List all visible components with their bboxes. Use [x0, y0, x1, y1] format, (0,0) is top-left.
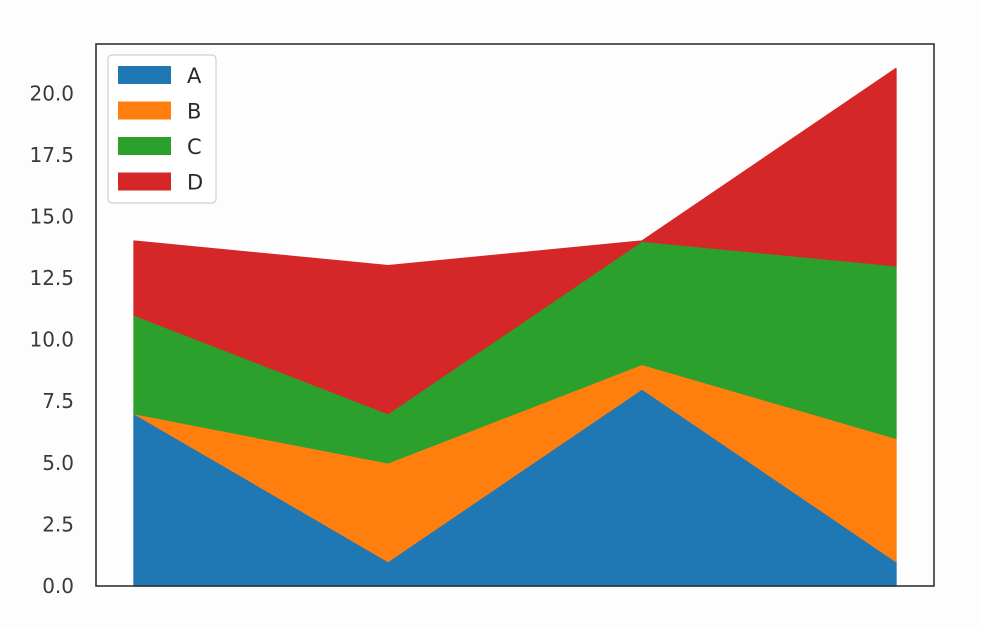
y-tick-label: 15.0 — [29, 204, 74, 228]
area-series-d — [133, 67, 897, 415]
legend-swatch-c — [118, 137, 171, 155]
legend-label-c: C — [187, 135, 202, 159]
legend-swatch-a — [118, 66, 171, 84]
plot-frame — [95, 43, 935, 587]
y-tick-label: 0.0 — [42, 574, 74, 598]
legend-label-a: A — [187, 64, 202, 88]
legend-label-d: D — [187, 171, 203, 195]
legend-box — [107, 54, 217, 204]
y-tick-label: 2.5 — [42, 512, 74, 536]
y-tick-label: 7.5 — [42, 389, 74, 413]
y-tick-label: 10.0 — [29, 328, 74, 352]
y-tick-label: 20.0 — [29, 81, 74, 105]
y-tick-label: 12.5 — [29, 266, 74, 290]
legend-swatch-d — [118, 172, 171, 191]
y-tick-label: 17.5 — [29, 143, 74, 167]
y-axis-ticks: 0.0 2.5 5.0 7.5 10.0 12.5 15.0 17.5 20.0 — [29, 81, 74, 598]
y-tick-label: 5.0 — [42, 451, 74, 475]
legend-swatch-b — [118, 101, 171, 120]
legend-label-b: B — [187, 100, 201, 124]
